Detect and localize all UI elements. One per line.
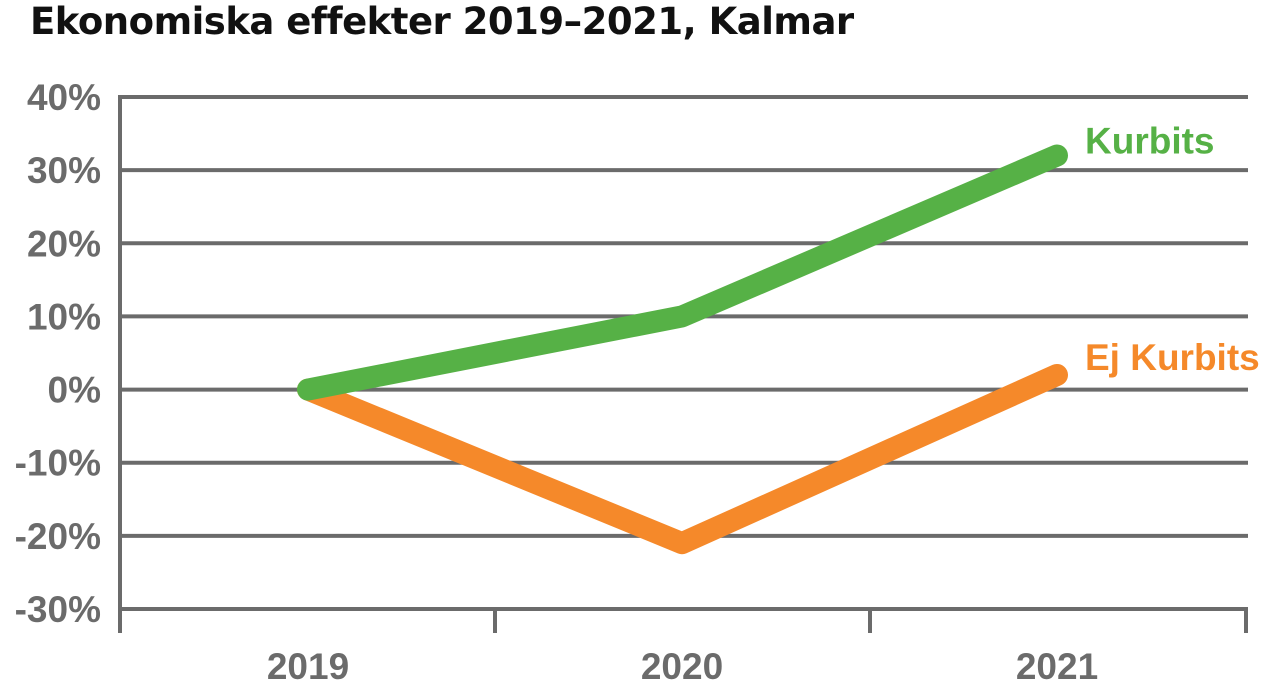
x-tick-label-2019: 2019 xyxy=(267,646,349,687)
chart-title: Ekonomiska effekter 2019–2021, Kalmar xyxy=(30,0,854,43)
grid-lines xyxy=(118,95,1248,611)
series-lines xyxy=(297,144,1068,555)
x-tick-label-2020: 2020 xyxy=(641,646,723,687)
y-tick-labels: 40% 30% 20% 10% 0% -10% -20% -30% xyxy=(15,77,101,630)
x-tick-labels: 2019 2020 2021 xyxy=(267,646,1098,687)
y-tick-label: -20% xyxy=(15,516,101,557)
series-line-kurbits xyxy=(297,144,1068,401)
series-labels: Kurbits Ej Kurbits xyxy=(1085,121,1260,378)
y-tick-label: 10% xyxy=(27,296,101,337)
x-tick-label-2021: 2021 xyxy=(1016,646,1098,687)
y-tick-label: -30% xyxy=(15,589,101,630)
series-label-kurbits: Kurbits xyxy=(1085,121,1215,162)
y-tick-label: 30% xyxy=(27,150,101,191)
y-tick-label: 40% xyxy=(27,77,101,118)
y-tick-label: -10% xyxy=(15,443,101,484)
series-label-ej-kurbits: Ej Kurbits xyxy=(1085,337,1260,378)
y-tick-label: 20% xyxy=(27,223,101,264)
series-line-ej-kurbits xyxy=(297,363,1068,555)
y-tick-label: 0% xyxy=(48,370,101,411)
axes xyxy=(118,95,1248,633)
